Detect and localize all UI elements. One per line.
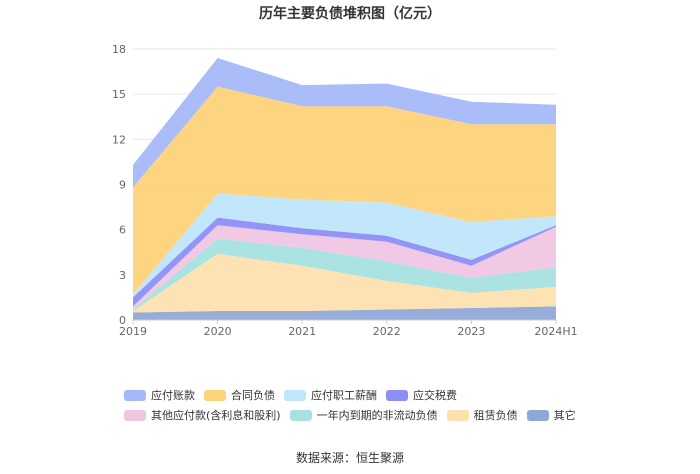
legend-swatch: [446, 409, 469, 421]
legend-label: 应交税费: [413, 389, 457, 402]
legend-item[interactable]: 其他应付款(含利息和股利): [124, 408, 281, 422]
legend-swatch: [284, 389, 306, 401]
legend-label: 租赁负债: [473, 409, 518, 422]
area-应付职工薪酬: [133, 193, 556, 298]
legend-item[interactable]: 应交税费: [386, 388, 457, 402]
area-租赁负债: [133, 253, 556, 313]
y-tick-label: 0: [119, 314, 126, 327]
legend-item[interactable]: 合同负债: [204, 388, 275, 402]
legend-label: 其他应付款(含利息和股利): [151, 409, 281, 422]
legend-item[interactable]: 一年内到期的非流动负债: [289, 408, 438, 422]
legend-label: 合同负债: [231, 389, 275, 402]
legend-item[interactable]: 应付账款: [124, 388, 195, 402]
y-tick-label: 3: [119, 269, 126, 282]
y-tick-label: 6: [119, 224, 126, 237]
x-tick-label: 2019: [119, 325, 147, 338]
area-其它: [133, 306, 556, 320]
x-tick-label: 2022: [373, 325, 401, 338]
legend-swatch: [526, 409, 549, 421]
y-tick-label: 12: [112, 133, 126, 146]
y-tick-label: 18: [112, 43, 126, 56]
source-note: 数据来源：恒生聚源: [295, 451, 404, 465]
x-tick-label: 2024H1: [534, 325, 577, 338]
x-tick-label: 2020: [204, 325, 232, 338]
area-应交税费: [133, 217, 556, 307]
legend-item[interactable]: 应付职工薪酬: [284, 388, 377, 402]
axes: 0 3 6 9 12 15 18 2019 2020 2021 2022 2023 2024H1: [112, 43, 578, 338]
area-一年内到期的非流动负债: [133, 238, 556, 311]
legend-label: 应付职工薪酬: [311, 389, 377, 402]
legend-item[interactable]: 其它: [526, 408, 576, 422]
legend-swatch: [124, 389, 146, 401]
y-tick-label: 15: [112, 88, 126, 101]
area-合同负债: [133, 86, 556, 295]
x-tick-label: 2021: [288, 325, 316, 338]
legend-swatch: [386, 389, 408, 401]
legend-swatch: [124, 409, 146, 421]
legend-item[interactable]: 租赁负债: [446, 408, 518, 422]
chart-title: 历年主要负债堆积图（亿元）: [259, 6, 441, 22]
area-应付账款: [133, 58, 556, 188]
legend-swatch: [204, 389, 226, 401]
legend-label: 应付账款: [151, 389, 195, 402]
x-tick-label: 2023: [457, 325, 485, 338]
area-series: [133, 58, 556, 320]
y-tick-label: 9: [119, 179, 126, 192]
stacked-area-chart: 0 3 6 9 12 15 18 2019 2020 2021 2022 2023 2024H1: [112, 43, 578, 338]
area-其他应付款(含利息和股利): [133, 225, 556, 310]
legend-label: 其它: [553, 409, 576, 422]
legend-label: 一年内到期的非流动负债: [316, 409, 438, 422]
legend-swatch: [289, 409, 312, 421]
legend: 应付账款 合同负债 应付职工薪酬 应交税费其他应付款(含利息和股利) 一年内到期的非流动…: [124, 388, 594, 428]
